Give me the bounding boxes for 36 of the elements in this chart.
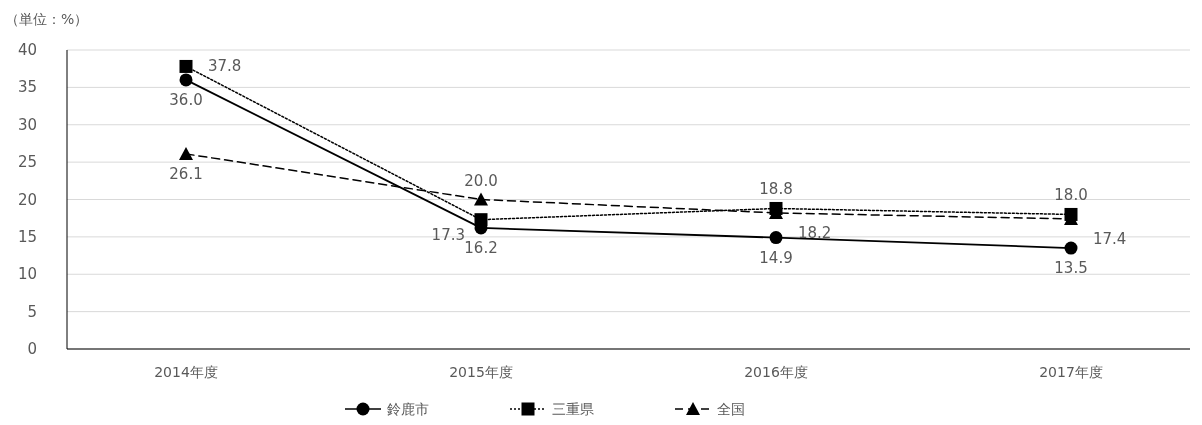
legend-label: 三重県 <box>552 401 594 417</box>
y-tick-label: 15 <box>17 227 37 246</box>
data-label: 36.0 <box>169 90 203 109</box>
point <box>1064 241 1078 255</box>
data-label: 18.0 <box>1054 186 1088 205</box>
data-label: 17.4 <box>1093 229 1127 248</box>
data-label: 26.1 <box>169 164 203 183</box>
y-tick-label: 35 <box>17 78 37 97</box>
y-tick-label: 40 <box>17 41 37 59</box>
y-tick-label: 5 <box>27 302 37 321</box>
y-tick-label: 25 <box>17 153 37 172</box>
data-label: 14.9 <box>759 248 793 267</box>
x-tick-label: 2015年度 <box>449 364 513 380</box>
point <box>179 59 193 73</box>
legend-label: 鈴鹿市 <box>387 401 429 417</box>
data-label: 20.0 <box>464 171 498 190</box>
y-tick-label: 20 <box>17 190 37 209</box>
data-label: 18.2 <box>798 223 832 242</box>
data-label: 18.8 <box>759 180 793 199</box>
y-tick-label: 30 <box>17 115 37 134</box>
point <box>179 146 193 160</box>
point <box>769 231 783 245</box>
y-tick-label: 0 <box>27 340 37 358</box>
data-label: 37.8 <box>208 57 242 76</box>
data-label: 13.5 <box>1054 259 1088 278</box>
x-tick-label: 2016年度 <box>744 364 808 380</box>
point <box>474 213 488 227</box>
legend-label: 全国 <box>717 401 745 417</box>
y-axis-title: （単位：%） <box>5 11 89 27</box>
data-label: 16.2 <box>464 238 498 257</box>
x-tick-label: 2014年度 <box>154 364 218 380</box>
x-tick-label: 2017年度 <box>1039 364 1103 380</box>
data-label: 17.3 <box>431 225 465 244</box>
y-tick-label: 10 <box>17 265 37 284</box>
point <box>474 192 488 206</box>
point <box>179 73 193 87</box>
